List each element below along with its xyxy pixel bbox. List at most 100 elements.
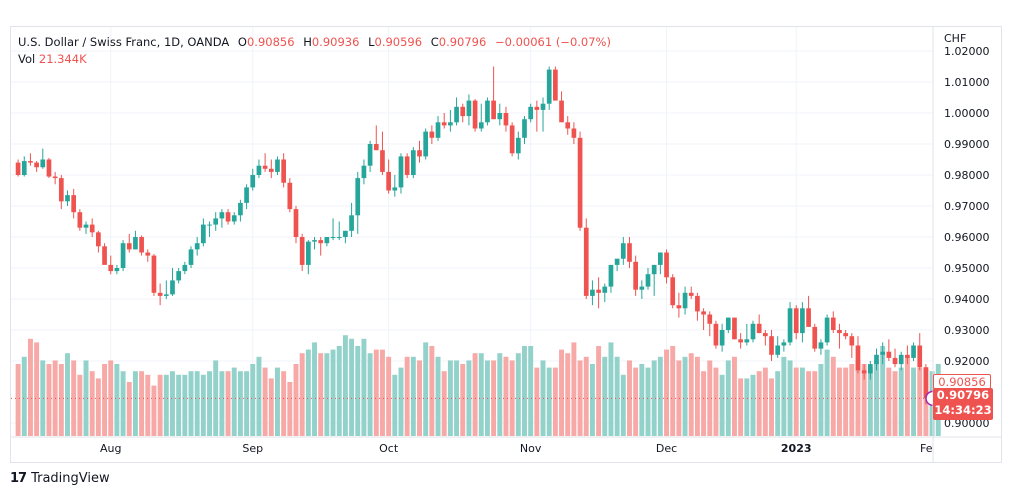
candle-body <box>590 289 595 296</box>
candle-body <box>485 100 490 123</box>
volume-bar <box>361 338 367 436</box>
volume-bar <box>410 356 416 436</box>
volume-bar <box>392 374 398 436</box>
volume-bar <box>633 367 639 436</box>
vol-label: Vol <box>18 52 36 66</box>
volume-bar <box>898 367 904 436</box>
volume-bar <box>21 356 27 436</box>
candle-body <box>182 264 188 272</box>
volume-bar <box>312 342 317 436</box>
candle-body <box>911 345 916 358</box>
candle-body <box>157 292 163 296</box>
price-tick-label: 1.00000 <box>944 107 990 120</box>
volume-bar <box>429 346 435 436</box>
volume-bar <box>769 378 774 436</box>
volume-bar <box>620 374 626 436</box>
high-value: 0.90936 <box>311 35 360 49</box>
volume-bar <box>639 364 645 436</box>
volume-bar <box>460 364 466 436</box>
time-tick-label: Sep <box>242 442 263 455</box>
volume-bar <box>157 374 163 436</box>
candle-body <box>861 370 867 374</box>
open-label: O <box>237 35 247 49</box>
volume-bar <box>182 374 188 436</box>
candle-body <box>559 100 564 123</box>
candle-body <box>361 165 367 179</box>
candle-body <box>534 106 540 110</box>
volume-bar <box>738 378 744 436</box>
candle-body <box>713 323 719 346</box>
candle-body <box>89 224 95 233</box>
volume-bar <box>268 378 274 436</box>
volume-bar <box>293 364 299 436</box>
volume-bar <box>305 349 311 436</box>
time-axis[interactable]: Aug Sep Oct Nov Dec 2023 Fe <box>11 436 1001 455</box>
low-value: 0.90596 <box>374 35 423 49</box>
volume-bar <box>682 356 688 436</box>
volume-bar <box>77 374 83 436</box>
volume-bar <box>911 367 917 436</box>
candle-body <box>806 308 811 327</box>
candle-body <box>725 317 731 330</box>
change-value: −0.00061 (−0.07%) <box>494 35 611 49</box>
candle-body <box>917 345 923 368</box>
currency-label[interactable]: CHF <box>944 32 967 45</box>
candle-body <box>898 354 904 365</box>
candle-body <box>367 144 373 166</box>
candle-body <box>188 249 194 265</box>
volume-bar <box>145 374 151 436</box>
candle-body <box>318 240 324 244</box>
volume-bar <box>163 374 169 436</box>
volume-bar <box>108 360 114 436</box>
candle-body <box>299 237 305 265</box>
candle-body <box>460 106 466 117</box>
price-tick-label: 1.01000 <box>944 76 990 89</box>
volume-bar <box>194 371 200 436</box>
candle-body <box>71 195 77 213</box>
volume-bar <box>670 346 676 436</box>
candle-body <box>417 150 422 157</box>
candle-body <box>429 131 435 138</box>
candle-body <box>324 237 330 244</box>
candle-body <box>472 100 478 129</box>
volume-bar <box>657 356 663 436</box>
candle-body <box>336 237 342 238</box>
candle-body <box>571 128 577 138</box>
footer-brand[interactable]: 17 TradingView <box>10 471 110 486</box>
volume-bar <box>515 353 521 436</box>
volume-bar <box>40 360 46 436</box>
candle-body <box>410 150 416 175</box>
candle-body <box>818 342 824 349</box>
volume-bar <box>423 342 429 436</box>
volume-bar <box>602 356 608 436</box>
candle-body <box>824 317 830 343</box>
volume-bar <box>787 360 793 436</box>
price-tick-label: 0.97000 <box>944 200 990 213</box>
candle-body <box>28 161 33 163</box>
volume-bar <box>102 364 108 436</box>
candle-body <box>281 159 286 183</box>
candle-body <box>664 252 669 278</box>
candle-body <box>658 252 663 265</box>
candle-body <box>145 252 151 256</box>
candle-body <box>645 274 651 287</box>
candle-body <box>293 209 299 237</box>
candle-body <box>423 131 429 157</box>
volume-bar <box>250 364 256 436</box>
candle-body <box>176 271 182 281</box>
candle-body <box>688 292 694 296</box>
last-price-tag: 0.90796 14:34:23 <box>933 388 993 420</box>
volume-bar <box>398 367 404 436</box>
volume-bar <box>849 364 855 436</box>
candle-body <box>52 176 58 179</box>
volume-bar <box>867 367 873 436</box>
close-value: 0.90796 <box>438 35 487 49</box>
volume-bar <box>503 356 509 436</box>
volume-bar <box>719 374 725 436</box>
volume-bar <box>522 346 527 436</box>
candle-body <box>837 330 842 334</box>
volume-bar <box>404 356 410 436</box>
volume-bar <box>664 349 670 436</box>
volume-bar <box>917 367 923 436</box>
